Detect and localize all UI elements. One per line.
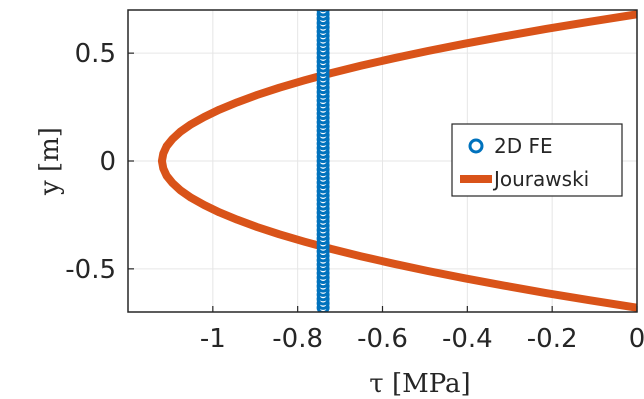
y-tick-label: 0.5 <box>75 39 116 69</box>
legend-label-2d-fe: 2D FE <box>494 134 553 158</box>
x-tick-label: 0 <box>629 324 644 354</box>
x-tick-label: -0.4 <box>442 324 493 354</box>
legend-label-jourawski: Jourawski <box>492 167 589 191</box>
y-tick-label: -0.5 <box>65 255 116 285</box>
x-axis-label: τ [MPa] <box>369 369 470 399</box>
series-layer <box>157 10 637 312</box>
x-tick-label: -0.8 <box>272 324 323 354</box>
x-tick-label: -1 <box>200 324 226 354</box>
y-tick-label: 0 <box>99 147 116 177</box>
y-axis-label: y [m] <box>35 127 65 196</box>
legend: 2D FE Jourawski <box>451 123 623 197</box>
ticks: -1 -0.8 -0.6 -0.4 -0.2 0 -0.5 0 0.5 <box>65 39 644 354</box>
legend-marker-2d-fe <box>468 138 484 154</box>
point-2d-fe <box>318 10 328 13</box>
series-line-jourawski <box>157 10 637 312</box>
x-tick-label: -0.2 <box>527 324 578 354</box>
x-tick-label: -0.6 <box>357 324 408 354</box>
legend-box <box>451 123 623 197</box>
